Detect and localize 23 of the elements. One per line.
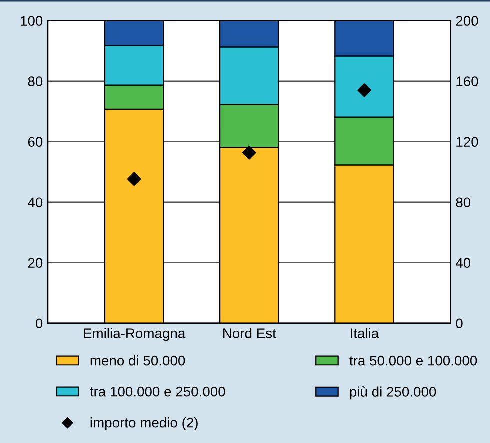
point — [127, 172, 142, 186]
y2-tick-label: 80 — [456, 198, 471, 208]
point — [358, 84, 372, 98]
legend-label: meno di 50.000 — [90, 356, 186, 366]
y2-tick-label: 120 — [456, 137, 478, 148]
y-tick-label: 20 — [28, 258, 43, 268]
y2-tick-label: 160 — [456, 76, 478, 87]
y-tick-label: 0 — [36, 318, 43, 329]
y-tick-label: 40 — [28, 198, 43, 208]
x-tick-label: Emilia-Romagna — [84, 328, 186, 342]
y-tick-label: 100 — [21, 16, 43, 26]
legend-label: tra 50.000 e 100.000 — [350, 356, 478, 366]
y2-tick-label: 0 — [456, 318, 463, 329]
legend-label: importo medio (2) — [90, 418, 198, 430]
x-tick-label: Italia — [351, 328, 380, 338]
y-tick-label: 80 — [28, 76, 43, 87]
legend-label: tra 100.000 e 250.000 — [90, 386, 226, 397]
y-tick-label: 60 — [28, 137, 43, 148]
legend-label: più di 250.000 — [350, 386, 436, 400]
y2-tick-label: 40 — [456, 258, 471, 268]
x-tick-label: Nord Est — [224, 328, 276, 338]
y2-tick-label: 200 — [456, 16, 478, 26]
point — [242, 146, 256, 160]
